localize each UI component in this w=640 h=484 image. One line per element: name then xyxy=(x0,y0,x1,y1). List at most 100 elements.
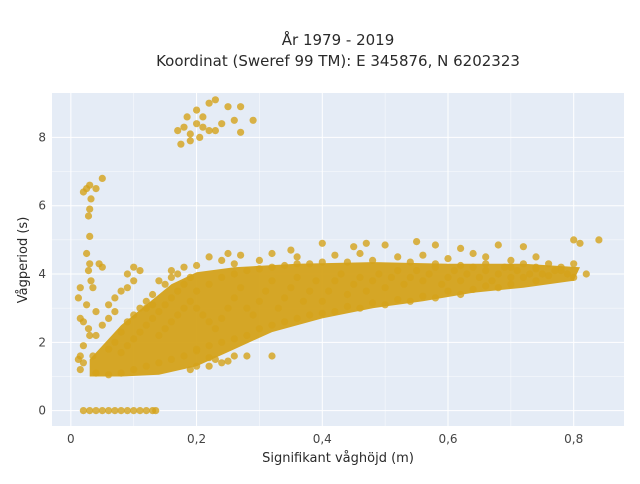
scatter-point xyxy=(161,301,169,309)
scatter-point xyxy=(369,299,377,307)
scatter-point xyxy=(249,311,257,319)
scatter-point xyxy=(167,267,175,275)
scatter-point xyxy=(105,371,113,379)
scatter-point xyxy=(224,103,232,111)
scatter-point xyxy=(86,331,94,340)
scatter-point xyxy=(136,267,144,275)
scatter-point xyxy=(268,321,276,329)
scatter-point xyxy=(130,366,138,374)
scatter-point xyxy=(457,277,465,285)
scatter-point xyxy=(218,314,226,322)
scatter-point xyxy=(186,297,194,305)
scatter-point xyxy=(457,290,465,299)
scatter-point xyxy=(211,325,219,333)
scatter-point xyxy=(180,304,188,312)
scatter-point xyxy=(230,335,238,343)
scatter-point xyxy=(205,253,213,261)
scatter-point xyxy=(193,261,201,270)
scatter-point xyxy=(255,256,263,264)
scatter-point xyxy=(149,290,157,299)
scatter-point xyxy=(482,267,490,275)
scatter-point xyxy=(538,270,546,278)
scatter-point xyxy=(444,273,452,281)
scatter-point xyxy=(142,321,150,329)
x-tick-label: 0 xyxy=(67,432,75,446)
scatter-point xyxy=(293,314,301,322)
scatter-point xyxy=(174,270,182,278)
y-axis-title: Vågperiod (s) xyxy=(16,217,31,304)
scatter-point xyxy=(123,270,131,278)
scatter-point xyxy=(130,311,138,319)
scatter-point xyxy=(180,280,188,288)
scatter-point xyxy=(86,232,94,240)
scatter-point xyxy=(149,314,157,322)
scatter-point xyxy=(350,280,358,288)
scatter-point xyxy=(513,267,521,275)
scatter-point xyxy=(526,270,534,278)
scatter-point xyxy=(167,273,175,281)
scatter-point xyxy=(331,251,339,259)
scatter-point xyxy=(507,256,515,264)
scatter-point xyxy=(243,267,251,275)
scatter-point xyxy=(199,113,207,121)
scatter-point xyxy=(161,325,169,333)
scatter-point xyxy=(262,287,270,295)
scatter-point xyxy=(183,113,191,121)
scatter-point xyxy=(444,287,452,295)
scatter-point xyxy=(381,301,389,309)
scatter-point xyxy=(406,258,414,266)
scatter-point xyxy=(84,267,93,275)
scatter-point xyxy=(92,308,100,316)
scatter-point xyxy=(218,120,226,128)
scatter-point xyxy=(406,273,414,281)
scatter-point xyxy=(331,308,339,316)
scatter-point xyxy=(136,304,144,312)
scatter-point xyxy=(180,263,188,271)
scatter-point xyxy=(494,241,502,249)
scatter-point xyxy=(312,277,320,285)
scatter-point xyxy=(86,205,94,213)
scatter-point xyxy=(193,287,201,295)
scatter-point xyxy=(469,249,477,258)
y-tick-label: 8 xyxy=(38,130,46,144)
scatter-point xyxy=(494,270,502,278)
scatter-point xyxy=(507,273,515,281)
scatter-point xyxy=(482,253,490,261)
scatter-point xyxy=(87,195,95,203)
x-tick-label: 0,8 xyxy=(564,432,583,446)
scatter-point xyxy=(519,273,528,281)
scatter-point xyxy=(74,294,82,302)
scatter-point xyxy=(237,128,245,136)
scatter-point xyxy=(243,304,251,312)
scatter-point xyxy=(387,273,395,281)
scatter-point xyxy=(369,256,377,264)
scatter-point xyxy=(362,287,370,295)
scatter-point xyxy=(532,263,540,271)
scatter-point xyxy=(501,263,509,271)
scatter-point xyxy=(205,342,213,350)
scatter-point xyxy=(174,127,182,135)
scatter-point xyxy=(431,263,439,271)
scatter-point xyxy=(350,243,358,251)
scatter-point xyxy=(224,249,232,258)
scatter-point xyxy=(155,308,163,316)
scatter-point xyxy=(400,280,408,288)
scatter-point xyxy=(205,99,213,107)
scatter-point xyxy=(545,272,553,280)
scatter-point xyxy=(381,284,389,292)
scatter-point xyxy=(419,277,427,285)
scatter-point xyxy=(224,357,232,365)
scatter-point xyxy=(167,294,175,302)
scatter-point xyxy=(174,287,182,295)
scatter-point xyxy=(142,297,150,305)
scatter-point xyxy=(167,318,175,326)
scatter-point xyxy=(331,277,339,285)
scatter-point xyxy=(218,338,226,346)
scatter-point xyxy=(507,280,515,288)
scatter-point xyxy=(469,263,477,271)
scatter-point xyxy=(79,318,87,326)
scatter-point xyxy=(281,318,289,326)
scatter-point xyxy=(488,277,496,285)
scatter-point xyxy=(230,270,238,278)
scatter-point xyxy=(211,355,219,363)
